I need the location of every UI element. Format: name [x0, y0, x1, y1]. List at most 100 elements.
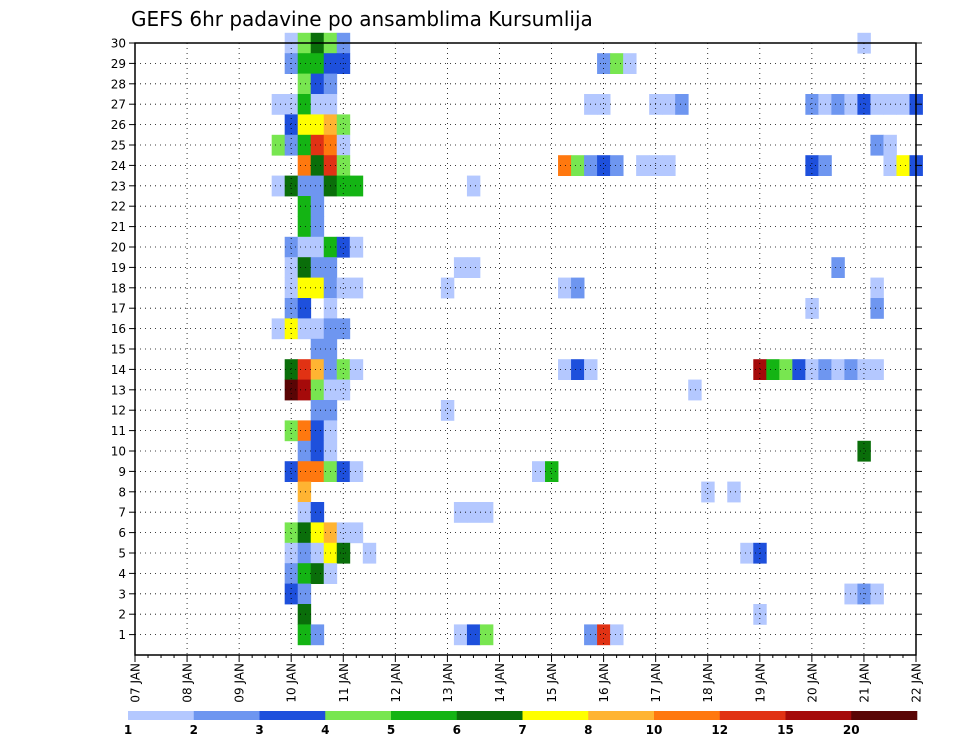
- legend-label: 1: [124, 723, 132, 737]
- heatmap-cell: [831, 94, 845, 115]
- gridlines: [135, 42, 916, 655]
- x-tick-label: 08 JAN: [181, 663, 195, 703]
- heatmap-cell: [558, 359, 572, 380]
- heatmap-cell: [297, 420, 312, 442]
- heatmap-cell: [466, 175, 481, 197]
- heatmap-cell: [310, 624, 325, 646]
- legend-swatch: [522, 711, 589, 720]
- heatmap-cell: [870, 277, 884, 299]
- heatmap-cell: [297, 134, 312, 156]
- legend-label: 6: [453, 723, 461, 737]
- x-tick-label: 15 JAN: [545, 663, 559, 703]
- heatmap-cell: [857, 94, 871, 115]
- legend-label: 5: [387, 723, 395, 737]
- heatmap-cell: [336, 379, 351, 401]
- heatmap-cell: [844, 94, 858, 115]
- heatmap-cell: [297, 583, 312, 605]
- heatmap-cell: [792, 359, 806, 380]
- heatmap-cell: [545, 461, 559, 482]
- legend-swatch: [719, 711, 786, 720]
- heatmap-cell: [310, 196, 325, 217]
- heatmap-cell: [805, 359, 819, 380]
- heatmap-cell: [310, 502, 325, 523]
- y-tick-label: 25: [111, 139, 126, 153]
- heatmap-cell: [349, 236, 364, 258]
- heatmap-cell: [310, 155, 325, 176]
- heatmap-cell: [831, 257, 845, 278]
- heatmap-cell: [466, 502, 481, 523]
- heatmap-cell: [857, 440, 871, 462]
- heatmap-cell: [297, 318, 312, 340]
- heatmap-cell: [297, 563, 312, 584]
- legend-swatch: [588, 711, 655, 720]
- y-tick-label: 21: [111, 220, 126, 234]
- y-tick-label: 20: [111, 241, 126, 255]
- heatmap-cell: [675, 94, 689, 115]
- y-tick-label: 12: [111, 404, 126, 418]
- legend-label: 4: [321, 723, 329, 737]
- heatmap-cell: [297, 94, 312, 115]
- heatmap-cell: [479, 624, 494, 646]
- y-tick-label: 6: [118, 526, 126, 540]
- heatmap-cell: [297, 522, 312, 544]
- x-axis-ticks: 07 JAN 08 JAN 09 JAN 10 JAN 11 JAN 12 JAN 13 J…: [129, 655, 924, 703]
- legend-label: 7: [518, 723, 526, 737]
- y-tick-label: 16: [111, 322, 126, 336]
- y-tick-label: 10: [111, 445, 126, 459]
- heatmap-cell: [558, 277, 572, 299]
- y-tick-label: 19: [111, 261, 126, 275]
- heatmap-cell: [284, 175, 299, 197]
- heatmap-cell: [844, 583, 858, 605]
- heatmap-cell: [310, 338, 325, 360]
- heatmap-cell: [610, 53, 624, 74]
- heatmap-cell: [662, 155, 676, 176]
- heatmap-cell: [310, 440, 325, 462]
- y-tick-label: 18: [111, 281, 126, 295]
- legend-swatch: [654, 711, 721, 720]
- heatmap-cell: [310, 257, 325, 278]
- heatmap-cell: [310, 114, 325, 136]
- heatmap-cell: [349, 461, 364, 482]
- heatmap-cell: [284, 257, 299, 278]
- heatmap-cell: [896, 94, 910, 115]
- y-tick-label: 2: [118, 608, 126, 622]
- heatmap-cell: [297, 257, 312, 278]
- heatmap-cell: [558, 155, 572, 176]
- heatmap-cell: [297, 481, 312, 503]
- legend-label: 8: [584, 723, 592, 737]
- legend-swatch: [193, 711, 260, 720]
- y-tick-label: 3: [118, 587, 126, 601]
- heatmap-cell: [297, 236, 312, 258]
- y-tick-label: 26: [111, 118, 126, 132]
- heatmap-cell: [349, 522, 364, 544]
- heatmap-cell: [532, 461, 546, 482]
- y-tick-label: 9: [118, 465, 126, 479]
- heatmap-cell: [349, 359, 364, 380]
- heatmap-cell: [336, 134, 351, 156]
- heatmap-cell: [870, 134, 884, 156]
- y-tick-label: 5: [118, 547, 126, 561]
- heatmap-cell: [610, 624, 624, 646]
- heatmap-cell: [571, 155, 585, 176]
- heatmap-cell: [284, 134, 299, 156]
- x-tick-label: 17 JAN: [649, 663, 663, 703]
- heatmap-cell: [310, 318, 325, 340]
- heatmap-cell: [805, 155, 819, 176]
- heatmap-cell: [310, 134, 325, 156]
- heatmap-cell: [310, 400, 325, 421]
- y-tick-label: 14: [111, 363, 126, 377]
- y-tick-label: 24: [111, 159, 126, 173]
- legend-label: 10: [646, 723, 663, 737]
- heatmap-cell: [896, 155, 910, 176]
- heatmap-cell: [271, 134, 286, 156]
- heatmap-cell: [297, 114, 312, 136]
- y-tick-label: 15: [111, 343, 126, 357]
- heatmap-cell: [310, 53, 325, 74]
- heatmap-cell: [284, 522, 299, 544]
- chart-title: GEFS 6hr padavine po ansamblima Kursumli…: [131, 7, 593, 31]
- heatmap-cell: [779, 359, 793, 380]
- heatmap-cell: [440, 400, 455, 421]
- heatmap-cell: [336, 461, 351, 482]
- heatmap-cell: [597, 94, 611, 115]
